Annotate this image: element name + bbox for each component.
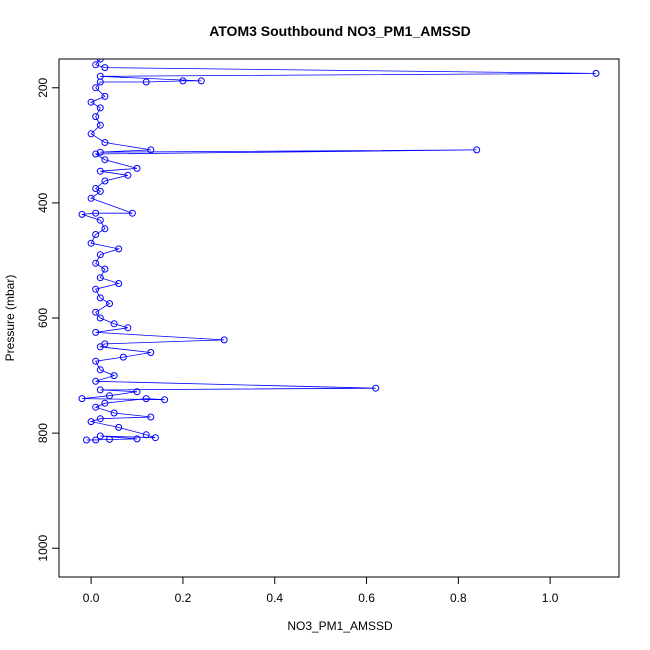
data-point	[96, 167, 104, 175]
data-point	[96, 294, 104, 302]
data-point	[133, 388, 141, 396]
data-point	[96, 274, 104, 282]
data-point	[101, 399, 109, 407]
data-point	[473, 146, 481, 154]
data-point	[142, 395, 150, 403]
x-axis: 0.0 0.2 0.4 0.6 0.8 1.0	[83, 576, 559, 605]
data-point	[115, 245, 123, 253]
data-point	[78, 395, 86, 403]
data-point	[92, 328, 100, 336]
data-point	[101, 156, 109, 164]
data-point	[87, 98, 95, 106]
data-point	[133, 435, 141, 443]
y-axis-label: Pressure (mbar)	[3, 275, 17, 362]
y-tick-label: 1000	[36, 535, 50, 562]
data-point	[96, 148, 104, 156]
data-point	[133, 164, 141, 172]
data-point	[592, 69, 600, 77]
data-point	[124, 324, 132, 332]
x-tick-label: 0.0	[83, 591, 100, 605]
data-point	[96, 366, 104, 374]
x-axis-label: NO3_PM1_AMSSD	[287, 619, 393, 633]
y-axis: 200 400 600 800 1000	[36, 77, 60, 562]
data-point	[147, 413, 155, 421]
data-point	[106, 435, 113, 443]
data-point	[96, 314, 104, 322]
data-point	[151, 434, 159, 442]
data-point	[96, 432, 104, 440]
data-point	[110, 320, 118, 328]
x-tick-label: 0.6	[358, 591, 375, 605]
data-point	[87, 239, 95, 247]
data-point	[92, 285, 100, 293]
data-point	[92, 113, 100, 121]
data-point	[92, 308, 100, 316]
data-point	[179, 77, 187, 85]
data-point	[106, 392, 113, 400]
data-point	[197, 77, 205, 85]
data-point	[124, 171, 132, 179]
data-point	[92, 403, 100, 411]
x-tick-label: 1.0	[542, 591, 559, 605]
data-point	[92, 377, 100, 385]
data-point	[92, 61, 100, 69]
data-point	[96, 59, 104, 63]
data-point	[96, 187, 104, 195]
data-point	[115, 280, 123, 287]
data-point	[106, 300, 113, 308]
data-point	[96, 104, 104, 112]
data-point	[92, 150, 100, 158]
data-point	[87, 418, 95, 426]
data-point	[147, 349, 155, 356]
data-point	[110, 372, 118, 380]
data-point	[101, 225, 109, 233]
data-point	[96, 251, 104, 259]
data-point	[83, 436, 90, 444]
data-point	[96, 343, 104, 351]
chart-title: ATOM3 Southbound NO3_PM1_AMSSD	[209, 23, 471, 39]
data-point	[101, 64, 109, 72]
data-point	[96, 415, 104, 423]
data-point	[92, 231, 100, 238]
data-point	[92, 357, 100, 365]
data-point	[142, 431, 150, 439]
data-point	[220, 336, 228, 344]
data-point	[115, 423, 123, 431]
data-point	[372, 384, 380, 392]
data-point	[92, 209, 100, 217]
series-line	[81, 59, 597, 441]
data-point	[128, 209, 136, 217]
data-point	[101, 265, 109, 273]
data-point	[92, 259, 100, 267]
y-tick-label: 600	[36, 308, 50, 328]
data-point	[101, 92, 109, 100]
data-point	[92, 436, 100, 444]
x-tick-label: 0.2	[175, 591, 192, 605]
data-point	[92, 84, 100, 92]
y-tick-label: 400	[36, 193, 50, 213]
data-point	[110, 409, 118, 417]
data-point	[161, 396, 169, 404]
data-point	[96, 78, 104, 86]
data-point	[119, 353, 127, 361]
y-tick-label: 800	[36, 423, 50, 443]
data-point	[101, 139, 109, 146]
data-point	[96, 386, 104, 394]
x-tick-label: 0.4	[266, 591, 283, 605]
data-point	[87, 130, 95, 138]
data-point	[147, 146, 155, 154]
y-tick-label: 200	[36, 77, 50, 97]
data-point	[142, 78, 150, 86]
data-point	[78, 210, 86, 218]
plot-frame	[58, 58, 620, 578]
data-point	[96, 216, 104, 224]
data-point	[87, 194, 95, 202]
x-tick-label: 0.8	[450, 591, 467, 605]
data-point	[101, 177, 109, 185]
data-point	[96, 121, 104, 129]
plot-area	[78, 59, 600, 444]
